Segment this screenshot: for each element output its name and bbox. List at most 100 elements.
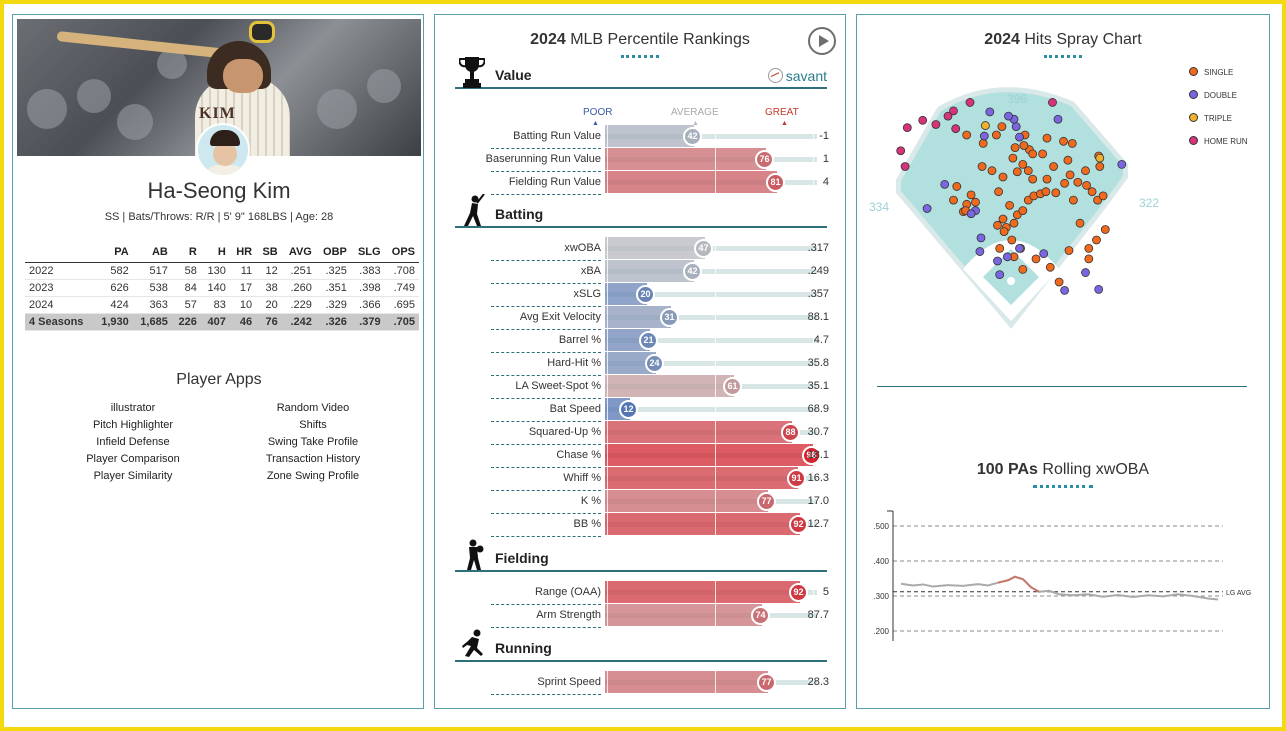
hit-dot	[922, 204, 932, 213]
stats-cell: .329	[315, 296, 351, 314]
hit-dot	[951, 124, 961, 134]
app-link[interactable]: Random Video	[276, 402, 350, 414]
stats-cell: .705	[384, 313, 419, 331]
percentile-row[interactable]: Avg Exit Velocity 31 88.1	[455, 306, 829, 330]
percentile-row[interactable]: Chase % 98 18.1	[455, 444, 829, 468]
section-title: Batting	[495, 206, 544, 222]
stats-cell: .366	[350, 296, 385, 314]
percentile-bar	[605, 421, 792, 443]
legend-swatch	[1189, 136, 1198, 145]
stats-header: SLG	[350, 243, 385, 263]
percentile-row[interactable]: BB % 92 12.7	[455, 513, 829, 537]
metric-value: .317	[807, 242, 829, 254]
metric-label: Sprint Speed	[537, 676, 601, 688]
stats-row: 2022 582 517 58 130 11 12.251.325.383.708	[25, 262, 419, 280]
stats-header: R	[171, 243, 201, 263]
y-tick-label: .200	[873, 627, 889, 636]
percentile-value: 91	[787, 469, 806, 488]
stats-cell: 11	[229, 262, 257, 280]
hit-dot	[900, 162, 910, 171]
hit-dot	[1018, 160, 1028, 169]
hit-dot	[1059, 136, 1068, 146]
percentile-row[interactable]: Hard-Hit % 24 35.8	[455, 352, 829, 376]
hit-dot	[998, 172, 1008, 182]
hit-dot	[966, 209, 976, 219]
stats-header: AVG	[281, 243, 316, 263]
section-fielding: Fielding	[455, 539, 827, 572]
app-link[interactable]: Player Similarity	[93, 470, 173, 482]
hit-dot	[952, 182, 962, 191]
hit-dot	[1045, 262, 1055, 272]
hit-dot	[1063, 155, 1073, 165]
percentile-value: 81	[766, 173, 785, 192]
percentile-row[interactable]: Range (OAA) 92 5	[455, 581, 829, 605]
legend-item: TRIPLE	[1189, 113, 1248, 136]
percentile-row[interactable]: xBA 42 .249	[455, 260, 829, 284]
percentile-bar	[605, 444, 813, 466]
metric-value: 87.7	[807, 609, 829, 621]
metric-value: 68.9	[807, 403, 829, 415]
rolling-xwoba-line	[900, 575, 1219, 601]
percentile-row[interactable]: Whiff % 91 16.3	[455, 467, 829, 491]
stats-cell: 226	[171, 313, 201, 331]
savant-logo[interactable]: savant	[767, 68, 827, 84]
app-link[interactable]: Player Comparison	[86, 453, 180, 465]
hit-dot	[1011, 122, 1021, 131]
stats-header: OPS	[384, 243, 419, 263]
hit-dot	[1081, 166, 1090, 176]
percentile-row[interactable]: xSLG 20 .357	[455, 283, 829, 307]
hit-dot	[1100, 225, 1110, 234]
hit-dot	[995, 243, 1005, 253]
app-link[interactable]: Transaction History	[265, 453, 361, 465]
metric-label: xBA	[580, 265, 601, 277]
hit-dot	[978, 139, 988, 148]
percentile-row[interactable]: Squared-Up % 88 30.7	[455, 421, 829, 445]
stats-cell: .351	[315, 279, 351, 297]
app-link[interactable]: Zone Swing Profile	[266, 470, 360, 482]
app-link[interactable]: Swing Take Profile	[267, 436, 359, 448]
stats-cell: .260	[281, 279, 316, 297]
player-info: SS | Bats/Throws: R/R | 5' 9" 168LBS | A…	[104, 211, 334, 223]
metric-value: 4	[822, 176, 829, 188]
percentile-row[interactable]: Arm Strength 74 87.7	[455, 604, 829, 628]
metric-label: K %	[580, 495, 601, 507]
percentile-row[interactable]: Bat Speed 12 68.9	[455, 398, 829, 422]
percentile-row[interactable]: K % 77 17.0	[455, 490, 829, 514]
metric-value: 88.1	[807, 311, 829, 323]
app-link[interactable]: Pitch Highlighter	[92, 419, 174, 431]
percentile-row[interactable]: xwOBA 47 .317	[455, 237, 829, 261]
metric-value: 35.1	[807, 380, 829, 392]
hit-dot	[1005, 200, 1015, 210]
percentile-row[interactable]: Fielding Run Value 81 4	[455, 171, 829, 195]
metric-value: 30.7	[807, 426, 829, 438]
metric-value: 12.7	[807, 518, 829, 530]
percentile-scale: POOR AVERAGE GREAT ▲ ▲ ▲	[583, 107, 799, 127]
play-button[interactable]	[808, 27, 836, 55]
hit-dot	[1049, 162, 1059, 171]
percentile-value: 42	[683, 127, 702, 146]
hit-dot	[1094, 284, 1104, 294]
section-title: Value	[495, 67, 532, 83]
percentile-row[interactable]: Baserunning Run Value 76 1	[455, 148, 829, 172]
y-tick-label: .500	[873, 522, 889, 531]
metric-label: Whiff %	[563, 472, 601, 484]
percentile-row[interactable]: Barrel % 21 4.7	[455, 329, 829, 353]
hit-dot	[1031, 254, 1041, 264]
percentile-bar	[605, 125, 694, 147]
distance-center: 396	[1007, 92, 1027, 106]
player-photo: KIM	[17, 19, 421, 156]
metric-value: -1	[819, 130, 829, 142]
percentile-row[interactable]: LA Sweet-Spot % 61 35.1	[455, 375, 829, 399]
app-link[interactable]: Shifts	[299, 419, 327, 431]
section-title: Fielding	[495, 550, 549, 566]
stats-cell: 17	[229, 279, 257, 297]
scale-poor: POOR	[583, 107, 613, 118]
metric-value: .249	[807, 265, 829, 277]
app-link[interactable]: Infield Defense	[96, 436, 170, 448]
stats-header: AB	[132, 243, 172, 263]
hit-dot	[1028, 174, 1038, 184]
metric-value: 17.0	[807, 495, 829, 507]
app-link[interactable]: illustrator	[110, 402, 156, 414]
percentile-row[interactable]: Batting Run Value 42 -1	[455, 125, 829, 149]
percentile-row[interactable]: Sprint Speed 77 28.3	[455, 671, 829, 695]
